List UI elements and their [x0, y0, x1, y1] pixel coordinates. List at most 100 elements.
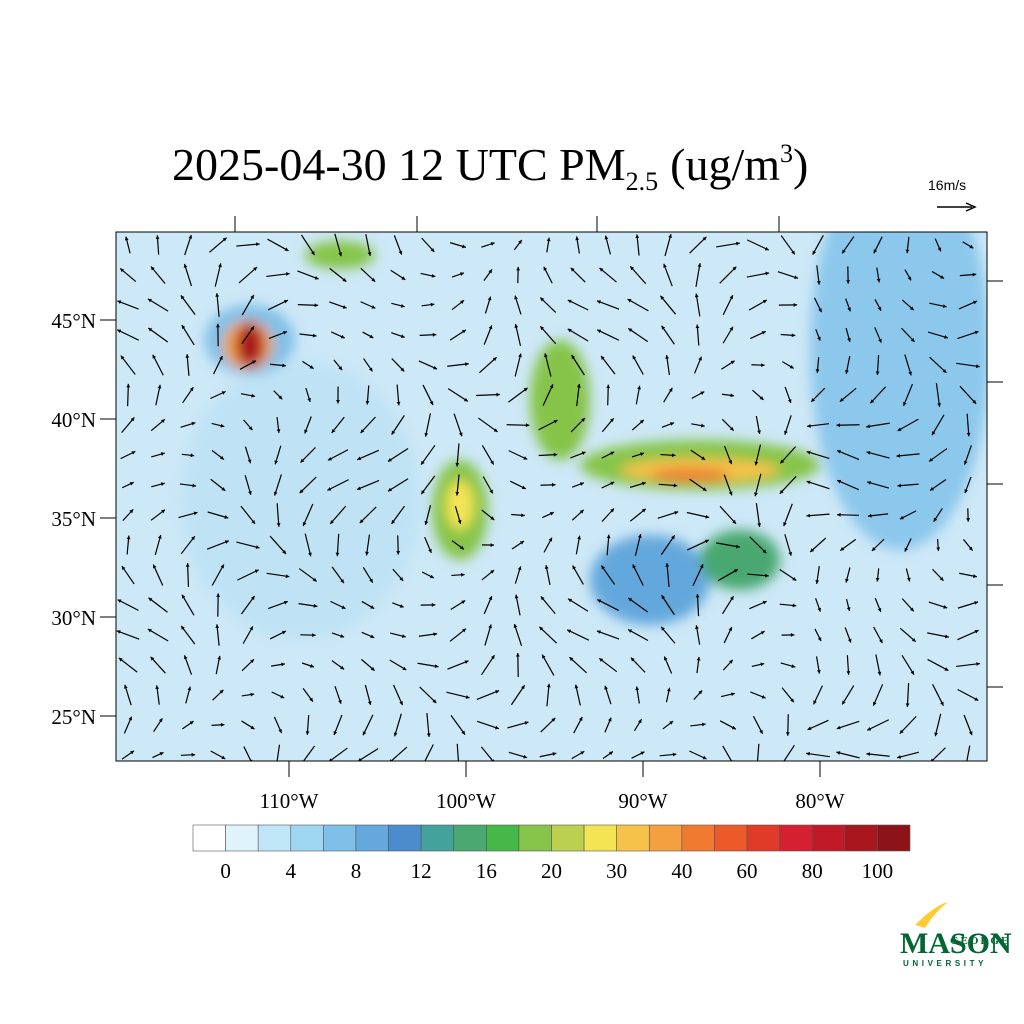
logo-flame — [915, 902, 948, 928]
wind-arrow-head — [251, 519, 256, 524]
wind-arrow-head — [731, 692, 735, 697]
wind-arrow-head — [905, 703, 910, 707]
wind-arrow-head — [312, 577, 317, 582]
wind-arrow-head — [792, 603, 797, 608]
wind-arrow-head — [463, 397, 468, 402]
wind-arrow — [206, 540, 230, 550]
wind-arrow-head — [836, 751, 841, 755]
wind-arrow-head — [358, 757, 362, 761]
wind-arrow-head — [815, 369, 820, 373]
wind-arrow — [478, 417, 498, 433]
wind-arrow-head — [759, 729, 763, 734]
wind-arrow-head — [572, 565, 577, 570]
colorbar-box — [551, 824, 585, 852]
wind-arrow-head — [837, 512, 841, 517]
wind-arrow — [897, 751, 919, 759]
wind-arrow-head — [896, 453, 901, 458]
wind-arrow-head — [632, 564, 637, 569]
wind-arrow-head — [937, 403, 942, 407]
wind-arrow-head — [931, 431, 936, 436]
wind-arrow-head — [638, 719, 642, 724]
title-subscript: 2.5 — [626, 167, 659, 196]
wind-arrow-head — [567, 299, 572, 304]
wind-arrow — [456, 474, 460, 496]
wind-arrow-head — [673, 483, 678, 488]
wind-arrow — [959, 385, 977, 405]
wind-arrow-head — [462, 628, 466, 633]
wind-arrow-head — [426, 733, 431, 737]
wind-arrow-head — [460, 300, 465, 304]
wind-arrow-head — [733, 569, 738, 573]
wind-arrow-head — [936, 547, 941, 552]
wind-arrow-head — [794, 275, 799, 280]
lat-label: 35°N — [51, 507, 96, 531]
wind-arrow — [777, 271, 799, 279]
wind-arrow — [806, 513, 830, 517]
wind-arrow-head — [668, 234, 672, 238]
wind-arrow — [866, 753, 890, 757]
wind-arrow — [717, 568, 739, 582]
wind-arrow — [957, 601, 979, 609]
vector-label: 16m/s — [928, 177, 966, 193]
wind-arrow-head — [401, 634, 406, 638]
wind-arrow — [747, 573, 769, 577]
lon-label: 80°W — [795, 789, 844, 813]
wind-arrow-head — [600, 355, 605, 360]
wind-arrow-head — [666, 687, 671, 692]
wind-arrow-head — [520, 541, 524, 545]
wind-arrow-head — [150, 656, 155, 661]
wind-arrow — [387, 448, 409, 462]
wind-arrow — [934, 713, 942, 737]
wind-arrow — [236, 243, 260, 247]
wind-arrow-head — [671, 453, 676, 458]
wind-arrow-head — [217, 655, 222, 660]
wind-arrow — [302, 745, 316, 761]
wind-arrow-head — [553, 452, 558, 457]
wind-arrow-head — [907, 276, 912, 281]
wind-arrow — [365, 234, 371, 256]
wind-arrow-head — [189, 721, 194, 725]
wind-arrow-head — [731, 725, 736, 730]
wind-arrow — [906, 683, 910, 707]
colorbar-label: 60 — [737, 859, 758, 883]
wind-arrow — [180, 295, 196, 315]
wind-arrow — [506, 424, 530, 426]
wind-arrow-head — [515, 653, 520, 657]
wind-arrow — [872, 684, 884, 706]
wind-arrow — [546, 683, 550, 707]
wind-arrow — [422, 384, 434, 406]
wind-arrow-head — [697, 263, 702, 267]
wind-arrow-head — [909, 607, 914, 612]
wind-arrow-head — [421, 490, 425, 495]
wind-arrow — [392, 684, 404, 706]
wind-arrow-head — [812, 250, 817, 255]
wind-arrow-head — [330, 520, 334, 524]
logo-bottom: UNIVERSITY — [903, 959, 987, 968]
wind-arrow-head — [338, 252, 343, 257]
wind-arrow — [686, 511, 710, 519]
wind-arrow-head — [579, 482, 584, 486]
wind-arrow-head — [371, 305, 376, 309]
wind-arrow-head — [488, 596, 493, 601]
wind-arrow-head — [604, 685, 608, 690]
wind-arrow-head — [866, 451, 871, 455]
wind-arrow-head — [160, 482, 165, 486]
wind-arrow — [447, 388, 469, 402]
lat-label: 40°N — [51, 408, 96, 432]
wind-arrow — [716, 242, 740, 248]
wind-arrow-head — [157, 534, 162, 539]
wind-arrow-head — [873, 249, 878, 254]
wind-arrow-head — [806, 450, 811, 455]
wind-arrow-head — [117, 329, 122, 334]
wind-arrow — [666, 562, 670, 588]
wind-arrow-head — [360, 429, 365, 434]
wind-arrow-head — [599, 658, 604, 662]
wind-arrow-head — [934, 732, 938, 737]
wind-arrow-head — [459, 545, 464, 550]
wind-arrow-head — [661, 595, 666, 600]
wind-arrow-head — [362, 731, 367, 736]
wind-arrow-head — [465, 362, 469, 367]
map-frame — [115, 231, 988, 762]
wind-arrow-head — [517, 566, 522, 571]
wind-arrow-head — [581, 418, 585, 422]
